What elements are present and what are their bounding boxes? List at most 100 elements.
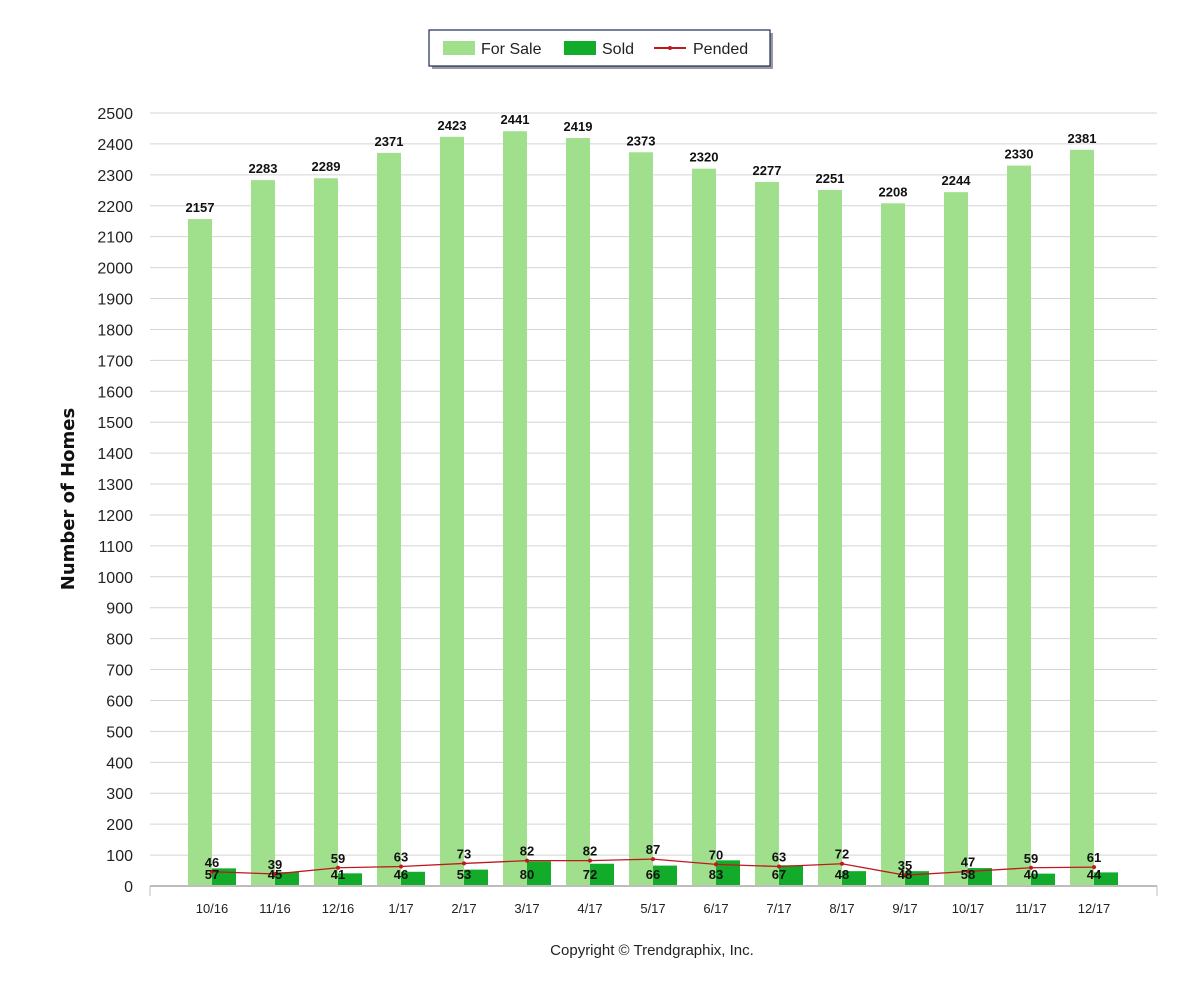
data-label-for-sale: 2330: [1005, 147, 1034, 162]
data-label-sold: 80: [520, 867, 534, 882]
y-tick-label: 1200: [97, 508, 133, 525]
legend: For Sale Sold Pended: [428, 29, 773, 69]
pended-point: [651, 857, 655, 862]
data-label-for-sale: 2244: [942, 173, 972, 188]
y-tick-label: 700: [106, 663, 133, 680]
x-tick-label: 8/17: [829, 901, 854, 916]
data-label-sold: 53: [457, 867, 471, 882]
x-tick-label: 4/17: [577, 901, 602, 916]
grid: [150, 112, 1157, 856]
x-tick-label: 10/17: [952, 901, 985, 916]
data-label-for-sale: 2423: [438, 118, 467, 133]
bar-sold: [842, 871, 866, 886]
data-label-for-sale: 2419: [564, 119, 593, 134]
data-label-pended: 59: [331, 851, 345, 866]
pended-line: [210, 857, 1096, 878]
pended-point: [588, 858, 592, 863]
bar-sold: [968, 868, 992, 886]
y-tick-label: 800: [106, 632, 133, 649]
pended-point: [525, 858, 529, 863]
bar-sold: [527, 861, 551, 886]
data-label-pended: 82: [583, 844, 597, 859]
x-tick-label: 10/16: [196, 901, 229, 916]
bar-sold: [275, 872, 299, 886]
bar-sold: [464, 869, 488, 886]
data-label-for-sale: 2157: [186, 200, 215, 215]
y-axis-ticks: 0 100 200 300 400 500 600 700 800 900 1000 1100 1200…: [97, 106, 133, 896]
y-tick-label: 2000: [97, 261, 133, 278]
data-label-for-sale: 2208: [879, 184, 908, 199]
x-tick-label: 11/16: [259, 901, 291, 916]
pended-point: [840, 861, 844, 866]
pended-point: [714, 862, 718, 867]
data-label-pended: 72: [835, 847, 849, 862]
bar-for-sale: [566, 138, 590, 887]
x-tick-label: 11/17: [1015, 901, 1047, 916]
copyright-text: Copyright © Trendgraphix, Inc.: [550, 942, 754, 959]
data-label-pended: 35: [898, 858, 912, 873]
x-tick-label: 9/17: [892, 901, 917, 916]
y-tick-label: 600: [106, 693, 133, 710]
legend-label-for-sale: For Sale: [481, 41, 542, 58]
data-label-pended: 63: [394, 850, 408, 865]
pended-point: [903, 873, 907, 878]
x-tick-label: 6/17: [703, 901, 728, 916]
data-label-sold: 46: [394, 867, 408, 882]
legend-box: [428, 29, 771, 67]
y-tick-label: 1100: [99, 539, 134, 556]
bar-for-sale: [377, 152, 401, 887]
pended-point: [1029, 865, 1033, 870]
bar-for-sale: [944, 192, 968, 886]
data-label-sold: 66: [646, 867, 660, 882]
data-label-sold: 45: [268, 867, 282, 882]
bar-sold: [401, 871, 425, 886]
bar-for-sale: [1070, 149, 1094, 886]
bar-for-sale: [629, 152, 653, 886]
y-tick-label: 1700: [97, 353, 133, 370]
x-tick-label: 3/17: [514, 901, 539, 916]
data-label-for-sale: 2381: [1068, 131, 1097, 146]
y-tick-label: 1400: [97, 446, 133, 463]
x-tick-label: 7/17: [766, 901, 791, 916]
x-axis: 10/16 11/16 12/16 1/17 2/17 3/17 4/17 5/17 6/17 7…: [149, 885, 1158, 916]
x-tick-label: 12/17: [1078, 901, 1111, 916]
data-label-sold: 57: [205, 867, 219, 882]
y-tick-label: 2400: [97, 137, 133, 154]
bar-sold: [338, 873, 362, 886]
data-label-for-sale: 2441: [501, 112, 530, 127]
bar-sold: [590, 863, 614, 886]
data-label-for-sale: 2277: [753, 163, 782, 178]
y-tick-label: 300: [106, 786, 133, 803]
data-label-sold: 48: [835, 867, 849, 882]
y-axis-label: Number of Homes: [58, 408, 79, 590]
bar-sold: [1031, 873, 1055, 886]
y-tick-label: 1600: [97, 384, 133, 401]
y-tick-label: 1500: [97, 415, 133, 432]
bar-for-sale: [1007, 165, 1031, 887]
y-tick-label: 200: [106, 817, 133, 834]
y-tick-label: 0: [124, 879, 133, 896]
x-tick-label: 5/17: [640, 901, 665, 916]
y-tick-label: 1000: [97, 570, 133, 587]
pended-point: [273, 871, 277, 876]
y-tick-label: 2500: [97, 106, 133, 123]
data-label-sold: 72: [583, 867, 597, 882]
bar-sold: [1094, 872, 1118, 886]
data-label-sold: 83: [709, 867, 723, 882]
bar-for-sale: [755, 181, 779, 886]
data-label-sold: 40: [1024, 867, 1038, 882]
y-tick-label: 2300: [97, 168, 133, 185]
data-label-pended: 63: [772, 850, 786, 865]
pended-point: [462, 861, 466, 866]
pended-point: [336, 865, 340, 870]
x-tick-label: 2/17: [451, 901, 476, 916]
bar-for-sale: [503, 131, 527, 886]
bar-for-sale: [692, 168, 716, 886]
data-label-pended: 59: [1024, 851, 1038, 866]
x-tick-label: 1/17: [388, 901, 413, 916]
y-tick-label: 100: [106, 848, 133, 865]
legend-swatch-for-sale: [443, 41, 475, 55]
bar-for-sale: [818, 189, 842, 887]
pended-point: [399, 864, 403, 869]
